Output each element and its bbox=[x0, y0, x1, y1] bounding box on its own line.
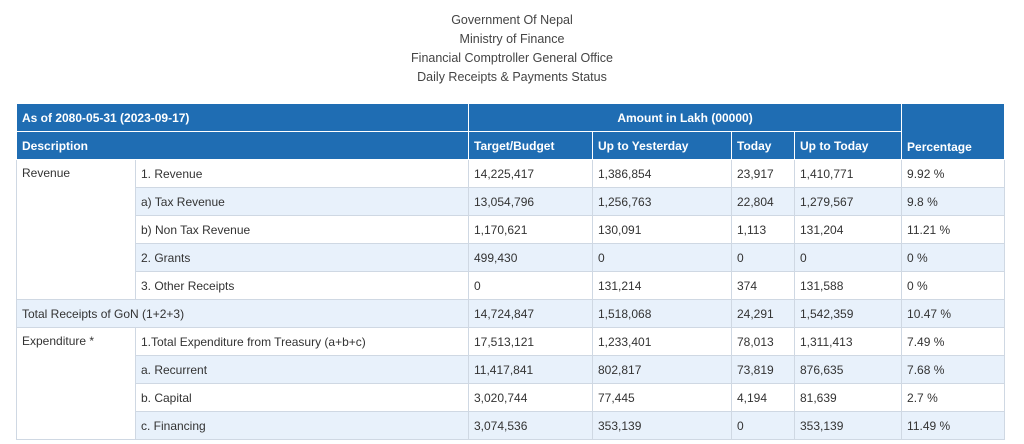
cell-today: 22,804 bbox=[731, 187, 795, 216]
amount-unit-header: Amount in Lakh (00000) bbox=[467, 103, 903, 132]
table-row: b. Capital 3,020,744 77,445 4,194 81,639… bbox=[17, 383, 1006, 412]
row-label: b. Capital bbox=[135, 383, 469, 412]
table-row: Expenditure * 1.Total Expenditure from T… bbox=[16, 327, 1006, 440]
row-label: b) Non Tax Revenue bbox=[135, 215, 469, 244]
cell-percentage: 0 % bbox=[901, 271, 1006, 300]
cell-percentage: 7.49 % bbox=[901, 327, 1006, 356]
row-label: 1.Total Expenditure from Treasury (a+b+c… bbox=[135, 327, 469, 356]
cell-up-to-yesterday: 0 bbox=[592, 243, 732, 272]
cell-today: 374 bbox=[731, 271, 795, 300]
cell-percentage: 9.92 % bbox=[901, 159, 1006, 188]
cell-up-to-today: 876,635 bbox=[793, 355, 903, 384]
column-header-today: Today bbox=[731, 131, 795, 160]
cell-up-to-yesterday: 130,091 bbox=[592, 215, 732, 244]
row-label: 3. Other Receipts bbox=[135, 271, 469, 300]
cell-target: 14,724,847 bbox=[468, 299, 593, 328]
cell-percentage: 0 % bbox=[901, 243, 1006, 272]
row-label: 2. Grants bbox=[135, 243, 469, 272]
cell-up-to-yesterday: 77,445 bbox=[592, 383, 732, 412]
header-ministry: Ministry of Finance bbox=[459, 32, 565, 46]
row-label: a. Recurrent bbox=[135, 355, 469, 384]
cell-up-to-today: 1,542,359 bbox=[793, 299, 903, 328]
cell-up-to-yesterday: 131,214 bbox=[592, 271, 732, 300]
cell-today: 78,013 bbox=[731, 327, 795, 356]
cell-today: 24,291 bbox=[731, 299, 795, 328]
table-row: a. Recurrent 11,417,841 802,817 73,819 8… bbox=[17, 355, 1006, 384]
cell-today: 1,113 bbox=[731, 215, 795, 244]
row-group-expenditure: Expenditure * bbox=[16, 327, 136, 440]
cell-up-to-today: 81,639 bbox=[793, 383, 903, 412]
cell-up-to-yesterday: 353,139 bbox=[592, 411, 732, 440]
table-row: 2. Grants 499,430 0 0 0 0 % bbox=[17, 243, 1006, 272]
row-label: Total Receipts of GoN (1+2+3) bbox=[16, 299, 469, 328]
cell-percentage: 10.47 % bbox=[901, 299, 1006, 328]
table-row: c. Financing 3,074,536 353,139 0 353,139… bbox=[17, 411, 1006, 440]
row-label: c. Financing bbox=[135, 411, 469, 440]
cell-target: 1,170,621 bbox=[468, 215, 593, 244]
column-header-up-to-today: Up to Today bbox=[793, 131, 903, 160]
cell-up-to-yesterday: 1,518,068 bbox=[592, 299, 732, 328]
header-government: Government Of Nepal bbox=[451, 13, 573, 27]
cell-up-to-yesterday: 1,386,854 bbox=[592, 159, 732, 188]
column-header-percentage: Percentage bbox=[901, 103, 1006, 160]
cell-up-to-today: 0 bbox=[793, 243, 903, 272]
cell-target: 3,074,536 bbox=[468, 411, 593, 440]
cell-target: 3,020,744 bbox=[468, 383, 593, 412]
cell-up-to-today: 1,410,771 bbox=[793, 159, 903, 188]
row-label: 1. Revenue bbox=[135, 159, 469, 188]
cell-up-to-today: 1,279,567 bbox=[793, 187, 903, 216]
cell-percentage: 11.49 % bbox=[901, 411, 1006, 440]
cell-today: 23,917 bbox=[731, 159, 795, 188]
cell-percentage: 9.8 % bbox=[901, 187, 1006, 216]
cell-up-to-today: 353,139 bbox=[793, 411, 903, 440]
cell-target: 14,225,417 bbox=[468, 159, 593, 188]
cell-up-to-yesterday: 1,256,763 bbox=[592, 187, 732, 216]
column-header-target: Target/Budget bbox=[468, 131, 593, 160]
cell-target: 499,430 bbox=[468, 243, 593, 272]
header-report-title: Daily Receipts & Payments Status bbox=[417, 70, 607, 84]
cell-up-to-yesterday: 1,233,401 bbox=[592, 327, 732, 356]
as-of-date-header: As of 2080-05-31 (2023-09-17) bbox=[16, 103, 469, 132]
receipts-payments-table: As of 2080-05-31 (2023-09-17) Amount in … bbox=[16, 103, 1006, 440]
cell-today: 0 bbox=[731, 243, 795, 272]
table-row-total-receipts: Total Receipts of GoN (1+2+3) 14,724,847… bbox=[16, 299, 1006, 328]
cell-up-to-yesterday: 802,817 bbox=[592, 355, 732, 384]
table-row: a) Tax Revenue 13,054,796 1,256,763 22,8… bbox=[17, 187, 1006, 216]
cell-percentage: 2.7 % bbox=[901, 383, 1006, 412]
column-header-up-to-yesterday: Up to Yesterday bbox=[592, 131, 732, 160]
row-label: a) Tax Revenue bbox=[135, 187, 469, 216]
column-header-description: Description bbox=[16, 131, 469, 160]
table-row: Revenue 1. Revenue 14,225,417 1,386,854 … bbox=[16, 159, 1006, 300]
cell-today: 0 bbox=[731, 411, 795, 440]
cell-up-to-today: 1,311,413 bbox=[793, 327, 903, 356]
cell-target: 11,417,841 bbox=[468, 355, 593, 384]
row-group-revenue: Revenue bbox=[16, 159, 136, 300]
cell-percentage: 7.68 % bbox=[901, 355, 1006, 384]
cell-percentage: 11.21 % bbox=[901, 215, 1006, 244]
cell-today: 73,819 bbox=[731, 355, 795, 384]
page-header: Government Of Nepal Ministry of Finance … bbox=[0, 11, 1024, 87]
table-row: b) Non Tax Revenue 1,170,621 130,091 1,1… bbox=[17, 215, 1006, 244]
table-row: 3. Other Receipts 0 131,214 374 131,588 … bbox=[17, 271, 1006, 300]
cell-target: 13,054,796 bbox=[468, 187, 593, 216]
cell-target: 0 bbox=[468, 271, 593, 300]
cell-target: 17,513,121 bbox=[468, 327, 593, 356]
cell-up-to-today: 131,204 bbox=[793, 215, 903, 244]
header-office: Financial Comptroller General Office bbox=[411, 51, 613, 65]
cell-up-to-today: 131,588 bbox=[793, 271, 903, 300]
cell-today: 4,194 bbox=[731, 383, 795, 412]
